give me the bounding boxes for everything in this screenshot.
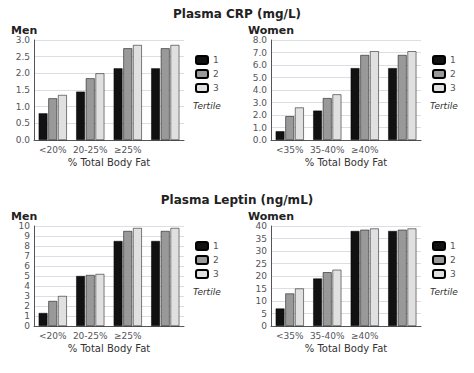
svg-text:≥40%: ≥40% (351, 331, 379, 341)
svg-text:Tertile: Tertile (430, 287, 458, 297)
svg-text:2: 2 (24, 301, 30, 311)
svg-text:≥40%: ≥40% (351, 145, 379, 155)
svg-text:2.5: 2.5 (16, 52, 30, 62)
svg-text:7.0: 7.0 (253, 48, 268, 58)
svg-text:3: 3 (24, 291, 30, 301)
svg-text:3.0: 3.0 (253, 98, 268, 108)
svg-text:2: 2 (213, 255, 219, 265)
svg-text:0.0: 0.0 (16, 135, 31, 145)
svg-text:20: 20 (256, 271, 268, 281)
svg-text:1: 1 (450, 241, 456, 251)
svg-text:% Total Body Fat: % Total Body Fat (68, 343, 151, 354)
svg-text:40: 40 (255, 221, 267, 231)
svg-text:Men: Men (11, 210, 37, 223)
svg-text:% Total Body Fat: % Total Body Fat (305, 343, 388, 354)
svg-text:15: 15 (256, 284, 267, 294)
svg-text:Men: Men (11, 24, 37, 37)
svg-text:<20%: <20% (39, 331, 67, 341)
svg-text:5: 5 (261, 309, 267, 319)
svg-text:1: 1 (213, 241, 219, 251)
svg-text:1.0: 1.0 (16, 102, 31, 112)
svg-text:35-40%: 35-40% (310, 331, 345, 341)
svg-text:2: 2 (213, 69, 219, 79)
svg-text:Women: Women (248, 24, 294, 37)
svg-text:2.0: 2.0 (253, 110, 268, 120)
svg-text:3.0: 3.0 (15, 35, 30, 45)
svg-text:0.5: 0.5 (16, 118, 30, 128)
svg-text:10: 10 (256, 296, 268, 306)
svg-text:5.0: 5.0 (253, 73, 268, 83)
svg-text:10: 10 (18, 221, 30, 231)
svg-text:2.0: 2.0 (16, 68, 31, 78)
svg-text:0: 0 (261, 321, 267, 331)
svg-text:35: 35 (256, 234, 267, 244)
svg-text:3: 3 (213, 269, 219, 279)
svg-text:1.5: 1.5 (16, 85, 30, 95)
svg-text:% Total Body Fat: % Total Body Fat (305, 157, 388, 168)
svg-text:≥25%: ≥25% (114, 331, 142, 341)
svg-text:25: 25 (256, 259, 267, 269)
svg-text:5: 5 (24, 271, 30, 281)
svg-text:% Total Body Fat: % Total Body Fat (68, 157, 151, 168)
svg-text:Plasma CRP (mg/L): Plasma CRP (mg/L) (173, 7, 301, 21)
svg-text:<35%: <35% (276, 145, 304, 155)
svg-text:3: 3 (450, 83, 456, 93)
svg-text:<20%: <20% (39, 145, 67, 155)
svg-text:8.0: 8.0 (252, 35, 267, 45)
svg-text:Tertile: Tertile (193, 101, 221, 111)
svg-text:2: 2 (450, 69, 456, 79)
svg-text:Tertile: Tertile (193, 287, 221, 297)
svg-text:Tertile: Tertile (430, 101, 458, 111)
svg-text:4.0: 4.0 (253, 85, 268, 95)
svg-text:35-40%: 35-40% (310, 145, 345, 155)
svg-text:0.0: 0.0 (253, 135, 268, 145)
svg-text:1: 1 (24, 311, 30, 321)
svg-text:30: 30 (256, 246, 268, 256)
svg-text:20-25%: 20-25% (73, 331, 108, 341)
svg-text:1.0: 1.0 (253, 123, 268, 133)
svg-text:9: 9 (24, 231, 30, 241)
svg-text:6: 6 (24, 261, 30, 271)
svg-text:0: 0 (24, 321, 30, 331)
svg-text:4: 4 (24, 281, 30, 291)
svg-text:1: 1 (450, 55, 456, 65)
svg-text:7: 7 (24, 251, 30, 261)
svg-text:20-25%: 20-25% (73, 145, 108, 155)
svg-text:6.0: 6.0 (253, 60, 268, 70)
svg-text:8: 8 (24, 241, 30, 251)
svg-text:2: 2 (450, 255, 456, 265)
svg-text:<35%: <35% (276, 331, 304, 341)
svg-text:3: 3 (450, 269, 456, 279)
svg-text:≥25%: ≥25% (114, 145, 142, 155)
svg-text:Plasma Leptin (ng/mL): Plasma Leptin (ng/mL) (161, 193, 314, 207)
svg-text:3: 3 (213, 83, 219, 93)
svg-text:Women: Women (248, 210, 294, 223)
svg-text:1: 1 (213, 55, 219, 65)
